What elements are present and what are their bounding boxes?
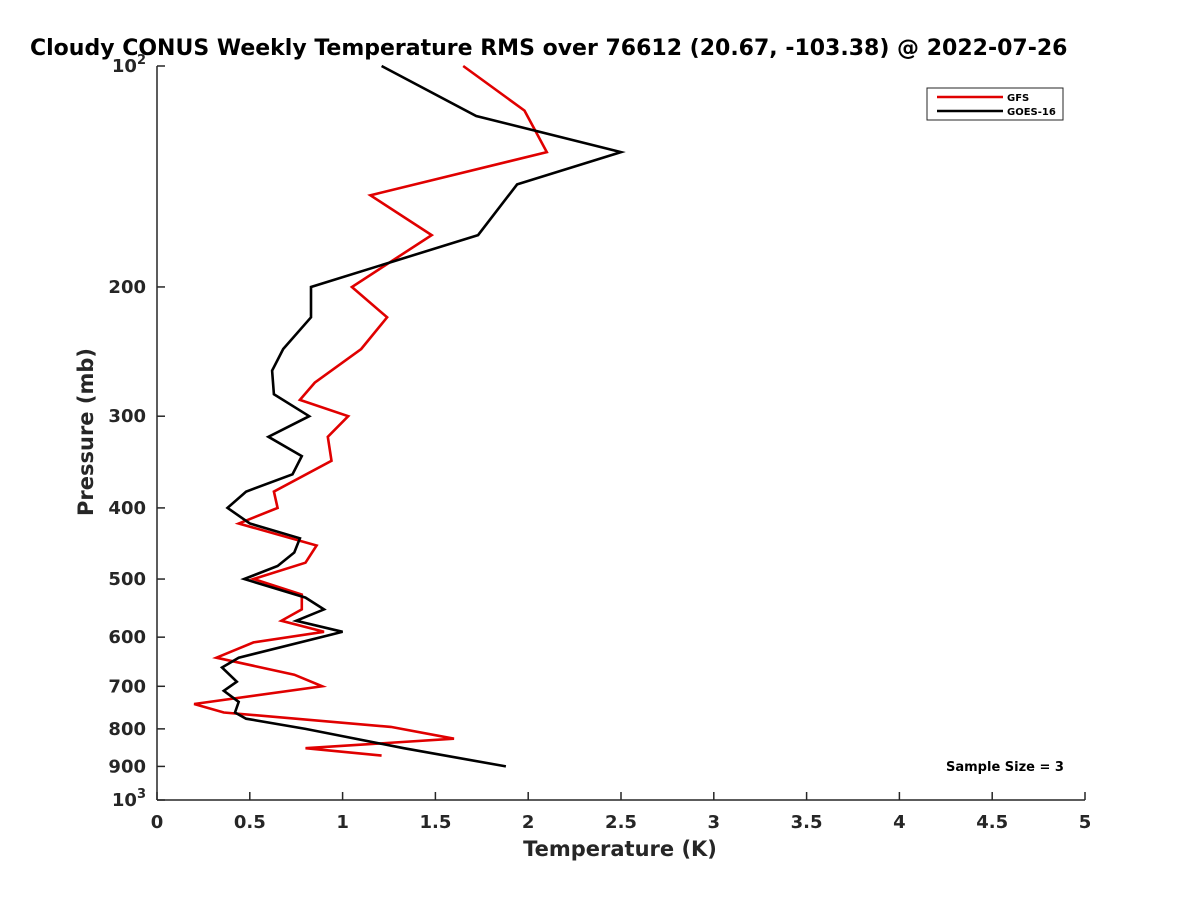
x-tick-label: 0.5 <box>234 812 266 833</box>
x-axis-label: Temperature (K) <box>523 837 717 861</box>
series-line-goes16 <box>219 64 626 768</box>
x-tick-label: 1 <box>336 812 349 833</box>
legend: GFS GOES-16 <box>926 87 1064 121</box>
y-ticks: 200 300 400 500 600 700 800 900 102 103 <box>108 53 165 811</box>
y-tick-label: 200 <box>108 277 146 298</box>
y-tick-label: 600 <box>108 627 146 648</box>
y-tick-label: 900 <box>108 756 146 777</box>
x-tick-label: 3 <box>708 812 721 833</box>
y-limit-label-bottom: 103 <box>112 787 146 811</box>
x-ticks: 0 0.5 1 1.5 2 2.5 3 3.5 4 4.5 5 <box>151 792 1092 833</box>
series-group <box>193 64 626 768</box>
x-tick-label: 2 <box>522 812 535 833</box>
x-tick-label: 3.5 <box>791 812 823 833</box>
x-tick-label: 4 <box>893 812 906 833</box>
y-tick-label: 500 <box>108 569 146 590</box>
sample-size-annotation: Sample Size = 3 <box>946 760 1064 775</box>
y-axis-label: Pressure (mb) <box>74 348 98 516</box>
y-limit-label-top: 102 <box>112 53 146 77</box>
chart-title: Cloudy CONUS Weekly Temperature RMS over… <box>30 36 1067 61</box>
y-tick-label: 700 <box>108 676 146 697</box>
x-tick-label: 5 <box>1079 812 1092 833</box>
x-tick-label: 2.5 <box>605 812 637 833</box>
x-tick-label: 0 <box>151 812 164 833</box>
legend-label-gfs: GFS <box>1007 93 1029 104</box>
y-tick-label: 400 <box>108 498 146 519</box>
legend-label-goes16: GOES-16 <box>1007 107 1056 118</box>
y-tick-label: 800 <box>108 719 146 740</box>
x-tick-label: 1.5 <box>419 812 451 833</box>
legend-box <box>926 87 1064 121</box>
y-tick-label: 300 <box>108 406 146 427</box>
x-tick-label: 4.5 <box>976 812 1008 833</box>
series-line-gfs <box>193 64 549 757</box>
